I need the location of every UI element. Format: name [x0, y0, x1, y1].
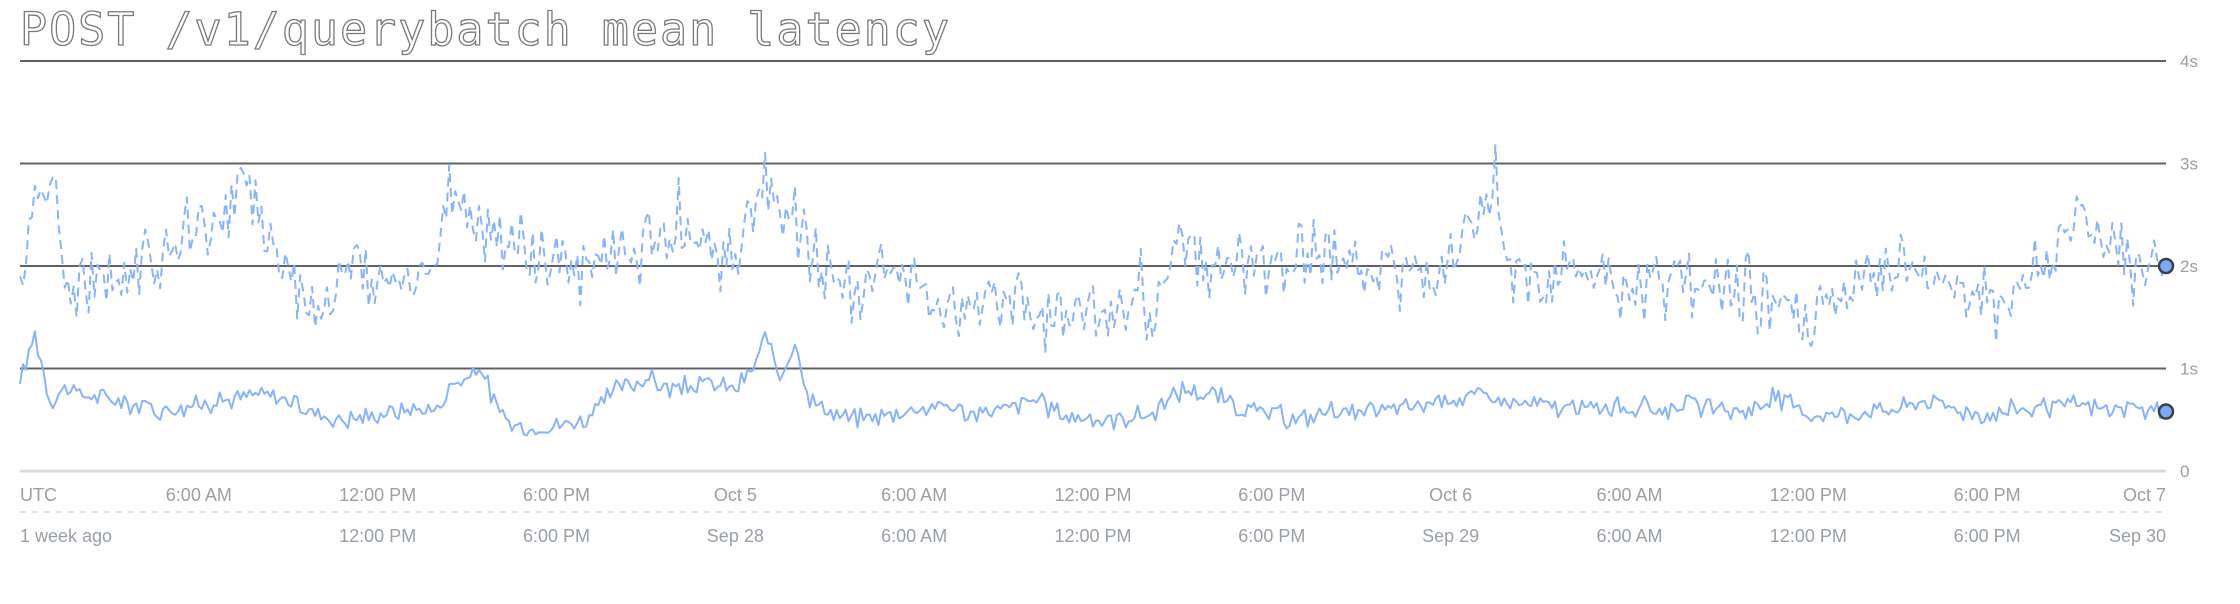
y-tick-label: 2s [2180, 257, 2198, 276]
y-tick-label: 4s [2180, 52, 2198, 71]
gridlines [20, 60, 2166, 513]
x-tick-label: 12:00 PM [1054, 526, 1131, 546]
x-tick-label: 12:00 PM [339, 526, 416, 546]
y-tick-label: 0 [2180, 462, 2189, 481]
endpoint-markers [2157, 257, 2175, 420]
x-tick-label: Sep 30 [2109, 526, 2166, 546]
x-tick-label: 6:00 PM [523, 485, 590, 505]
series-lines [19, 144, 2167, 437]
x-tick-label: UTC [20, 485, 57, 505]
y-axis-labels: 4s 3s 2s 1s 0 [2180, 52, 2198, 481]
endpoint-marker-1 [2157, 403, 2175, 420]
x-tick-label: Sep 29 [1422, 526, 1479, 546]
x-tick-label: 6:00 AM [166, 485, 232, 505]
x-axis-labels-comparison: 1 week ago 12:00 PM 6:00 PM Sep 28 6:00 AM 12… [20, 526, 2166, 546]
x-tick-label: 6:00 PM [1954, 526, 2021, 546]
x-tick-label: 6:00 AM [881, 485, 947, 505]
x-tick-label: Oct 5 [714, 485, 757, 505]
y-tick-label: 1s [2180, 360, 2198, 379]
x-tick-label: 6:00 AM [881, 526, 947, 546]
x-tick-label: 6:00 AM [1596, 526, 1662, 546]
x-tick-label: 6:00 PM [1954, 485, 2021, 505]
x-tick-label: Oct 7 [2123, 485, 2166, 505]
y-tick-label: 3s [2180, 155, 2198, 174]
x-tick-label: 6:00 PM [523, 526, 590, 546]
endpoint-marker-2 [2157, 257, 2175, 275]
x-tick-label: 1 week ago [20, 526, 112, 546]
x-tick-label: Sep 28 [707, 526, 764, 546]
chart-title: POST /v1/querybatch mean latency [19, 2, 951, 56]
x-tick-label: 6:00 PM [1238, 485, 1305, 505]
series-line-current [19, 330, 2167, 437]
x-tick-label: 12:00 PM [339, 485, 416, 505]
x-tick-label: 12:00 PM [1054, 485, 1131, 505]
x-tick-label: 12:00 PM [1770, 485, 1847, 505]
x-tick-label: 6:00 PM [1238, 526, 1305, 546]
x-tick-label: 6:00 AM [1596, 485, 1662, 505]
x-axis-labels-current: UTC 6:00 AM 12:00 PM 6:00 PM Oct 5 6:00 AM 12:… [20, 485, 2166, 505]
series-line-comparison [19, 144, 2167, 354]
x-tick-label: Oct 6 [1429, 485, 1472, 505]
x-tick-label: 12:00 PM [1770, 526, 1847, 546]
